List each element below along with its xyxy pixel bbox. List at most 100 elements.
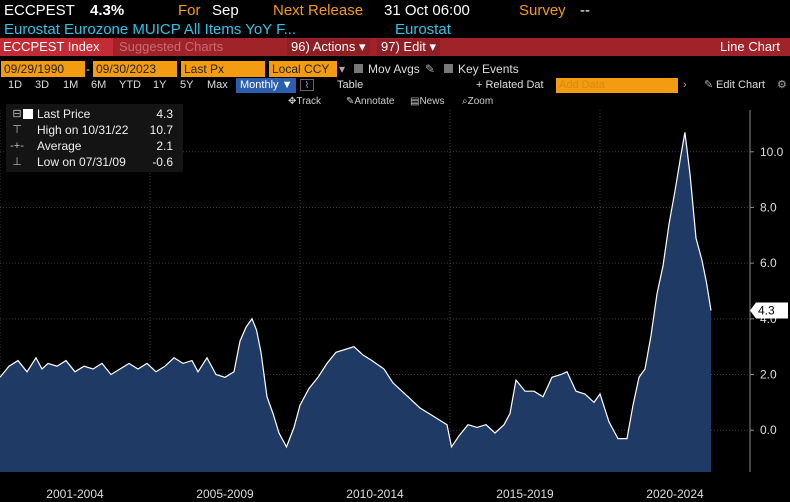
edit-label: Edit [403,39,426,54]
news-label: News [419,96,445,107]
period-max[interactable]: Max [207,79,228,91]
chart-type-label: Line Chart [720,39,780,54]
low-marker-icon: ⊥ [12,156,22,168]
y-tick-label-1: 2.0 [760,368,777,382]
series-swatch [23,109,33,119]
period-1m[interactable]: 1M [63,79,79,91]
start-date-input[interactable]: 09/29/1990 [1,61,85,77]
legend-average-value: 2.1 [156,139,173,153]
wrench-icon: ✎ [704,79,714,91]
next-release-value: 31 Oct 06:00 [384,2,470,19]
end-date-input[interactable]: 09/30/2023 [93,61,177,77]
x-tick-label-0: 2001-2004 [46,487,104,501]
y-tick-label-5: 10.0 [760,145,784,159]
period-3d[interactable]: 3D [35,79,50,91]
legend-high: ⊤ High on 10/31/22 10.7 [6,122,183,138]
suggested-charts-button[interactable]: Suggested Charts [119,39,224,54]
current-value: 4.3% [90,2,125,19]
key-events-checkbox[interactable] [444,64,453,73]
field-select[interactable]: Last Px [181,61,265,77]
survey-label: Survey [519,2,566,19]
currency-dropdown-icon[interactable]: ▾ [339,62,346,76]
key-events-label[interactable]: Key Events [458,62,519,76]
chevron-down-icon: ▾ [358,39,366,54]
last-value-label: 4.3 [758,303,775,317]
security-description: Eurostat Eurozone MUICP All Items YoY F.… [0,20,790,38]
period-1y[interactable]: 1Y [153,79,167,91]
index-field[interactable]: ECCPEST Index [0,38,113,56]
legend-high-value: 10.7 [149,123,173,137]
edit-number: 97) [381,39,400,54]
table-button[interactable]: Table [337,79,364,91]
edit-chart-button[interactable]: Edit Chart [716,79,765,91]
description-text: Eurostat Eurozone MUICP All Items YoY F.… [4,21,297,38]
x-tick-label-1: 2005-2009 [196,487,254,501]
y-axis: 0.02.04.06.08.010.0 [749,110,784,472]
news-tool[interactable]: ▤ News [410,96,445,107]
track-label: Track [296,96,322,107]
legend-low-label: Low on 07/31/09 [37,155,126,169]
menu-bar: ECCPEST Index Suggested Charts 96) Actio… [0,38,790,56]
legend-average: -+- Average 2.1 [6,138,183,154]
legend-low-value: -0.6 [152,155,173,169]
frequency-select[interactable]: Monthly ▼ [236,78,296,93]
add-data-input[interactable]: Add Data [556,78,678,93]
currency-select[interactable]: Local CCY [269,61,337,77]
legend-box: ⊟ Last Price 4.3 ⊤ High on 10/31/22 10.7… [6,104,183,172]
line-chart-icon[interactable]: ⌇ [300,79,314,91]
zoom-label: Zoom [467,96,494,107]
period-ytd[interactable]: YTD [119,79,141,91]
period-bar: 1D 3D 1M 6M YTD 1Y 5Y Max Monthly ▼ ⌇ Ta… [0,78,790,94]
legend-last-price-value: 4.3 [156,107,173,121]
edit-menu[interactable]: 97) Edit ▾ [377,39,440,55]
frequency-label: Monthly [240,79,279,91]
high-marker-icon: ⊤ [12,124,22,136]
x-tick-label-3: 2015-2019 [496,487,554,501]
pencil-icon[interactable]: ✎ [425,62,436,76]
actions-label: Actions [312,39,356,54]
collapse-icon[interactable]: ⊟ [12,108,22,120]
for-value: Sep [212,2,239,19]
mov-avgs-label[interactable]: Mov Avgs [368,62,420,76]
next-release-label: Next Release [273,2,364,19]
legend-last-price-label: Last Price [37,107,91,121]
actions-menu[interactable]: 96) Actions ▾ [287,39,370,55]
legend-high-label: High on 10/31/22 [37,123,129,137]
quote-header: ECCPEST 4.3% For Sep Next Release 31 Oct… [0,0,790,20]
legend-last-price: ⊟ Last Price 4.3 [6,106,183,122]
y-tick-label-3: 6.0 [760,256,777,270]
chevron-down-icon: ▼ [281,79,293,91]
x-axis: 2001-2004 2005-2009 2010-2014 2015-2019 2020… [46,487,704,501]
x-tick-label-4: 2020-2024 [646,487,704,501]
series-line [0,132,712,449]
source-text: Eurostat [395,21,451,38]
series-area-fill [0,132,711,473]
period-6m[interactable]: 6M [91,79,107,91]
average-marker-icon: -+- [10,140,24,152]
period-1d[interactable]: 1D [8,79,23,91]
legend-average-label: Average [37,139,82,153]
mov-avgs-checkbox[interactable] [354,64,363,73]
zoom-tool[interactable]: ⌕ Zoom [462,96,494,107]
ticker: ECCPEST [4,2,75,19]
last-value-tag [750,302,788,319]
x-tick-label-2: 2010-2014 [346,487,404,501]
chart-controls: 09/29/1990 - 09/30/2023 Last Px Local CC… [0,61,790,77]
legend-low: ⊥ Low on 07/31/09 -0.6 [6,154,183,170]
for-label: For [178,2,201,19]
chart-toolbar: ✥ Track ✎ Annotate ▤ News ⌕ Zoom [0,95,790,109]
annotate-tool[interactable]: ✎ Annotate [346,96,395,107]
track-tool[interactable]: ✥ Track [288,96,322,107]
related-data-button[interactable]: + Related Dat [476,79,544,91]
survey-value: -- [580,2,590,19]
y-tick-label-0: 0.0 [760,423,777,437]
period-5y[interactable]: 5Y [180,79,194,91]
last-value-marker: 4.3 [750,302,788,319]
chevron-right-icon[interactable]: › [683,79,687,91]
chevron-down-icon: ▾ [429,39,436,54]
annotate-label: Annotate [354,96,395,107]
gear-icon[interactable]: ⚙ [777,79,787,91]
date-separator: - [86,62,90,76]
actions-number: 96) [291,39,310,54]
